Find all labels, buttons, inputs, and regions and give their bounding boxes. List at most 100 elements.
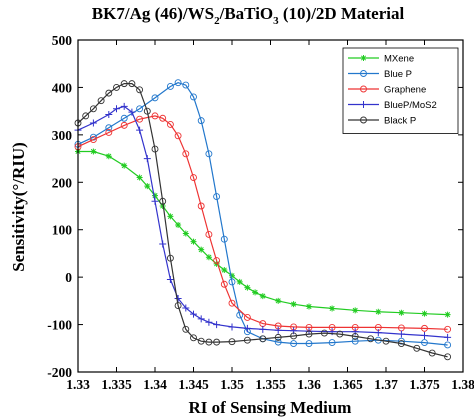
y-tick-label: 300 bbox=[52, 128, 73, 143]
data-point bbox=[182, 81, 190, 89]
data-point bbox=[120, 80, 128, 88]
legend-entry: Blue P bbox=[348, 69, 412, 80]
x-tick-label: 1.33 bbox=[66, 377, 90, 392]
data-point bbox=[128, 108, 136, 116]
data-point bbox=[143, 107, 151, 115]
data-point bbox=[360, 101, 367, 108]
data-point bbox=[166, 254, 174, 262]
legend-entry: MXene bbox=[348, 54, 414, 65]
legend-label: Blue P bbox=[384, 69, 412, 80]
data-point bbox=[421, 310, 428, 317]
x-tick-label: 1.365 bbox=[332, 377, 363, 392]
data-point bbox=[152, 192, 158, 199]
x-tick-label: 1.345 bbox=[178, 377, 209, 392]
x-tick-label: 1.36 bbox=[297, 377, 321, 392]
data-point bbox=[305, 330, 313, 338]
series-black-p bbox=[74, 80, 452, 361]
legend-label: MXene bbox=[384, 54, 414, 65]
series-line bbox=[78, 150, 448, 316]
x-tick-label: 1.34 bbox=[143, 377, 167, 392]
data-point bbox=[213, 257, 221, 264]
data-point bbox=[151, 145, 159, 153]
data-point bbox=[274, 326, 282, 334]
data-point bbox=[136, 126, 144, 134]
data-point bbox=[351, 337, 359, 345]
data-point bbox=[190, 238, 197, 245]
data-point bbox=[252, 289, 259, 296]
data-point bbox=[89, 119, 97, 127]
data-point bbox=[213, 321, 221, 329]
x-tick-label: 1.37 bbox=[374, 377, 398, 392]
data-point bbox=[159, 203, 166, 209]
data-point bbox=[159, 240, 167, 248]
data-point bbox=[128, 80, 136, 88]
data-point bbox=[444, 333, 452, 341]
data-point bbox=[444, 311, 451, 318]
data-point bbox=[336, 330, 344, 338]
data-point bbox=[329, 305, 336, 312]
data-point bbox=[205, 338, 213, 346]
data-point bbox=[397, 337, 405, 345]
data-point bbox=[197, 117, 205, 125]
data-point bbox=[375, 308, 382, 315]
data-point bbox=[243, 336, 251, 344]
data-point bbox=[244, 284, 251, 291]
data-point bbox=[305, 340, 313, 347]
data-point bbox=[413, 344, 421, 352]
data-point bbox=[198, 246, 205, 253]
data-point bbox=[351, 332, 359, 340]
series-bluep-mos2 bbox=[74, 102, 452, 341]
data-point bbox=[374, 329, 382, 337]
data-point bbox=[421, 331, 428, 339]
legend-entry: Graphene bbox=[348, 85, 426, 96]
data-point bbox=[89, 105, 97, 113]
data-point bbox=[82, 112, 90, 120]
data-point bbox=[166, 120, 174, 128]
data-point bbox=[228, 278, 236, 286]
data-point bbox=[243, 314, 251, 321]
tick-layer: 1.33 1.335 1.34 1.345 1.35 1.355 1.36 1.365 1.37… bbox=[47, 33, 474, 392]
data-point bbox=[236, 278, 243, 285]
data-point bbox=[174, 132, 182, 140]
data-point bbox=[105, 129, 113, 136]
x-tick-label: 1.355 bbox=[255, 377, 286, 392]
data-point bbox=[397, 330, 405, 338]
x-axis-label: RI of Sensing Medium bbox=[189, 398, 352, 417]
data-point bbox=[274, 333, 282, 341]
legend: MXene Blue P Graphene BlueP/MoS2 Black P bbox=[342, 47, 459, 134]
data-point bbox=[136, 105, 144, 113]
y-tick-label: 200 bbox=[52, 175, 73, 190]
data-point bbox=[444, 325, 452, 333]
chart-title: BK7/Ag (46)/WS2/BaTiO3 (10)/2D Material bbox=[92, 4, 405, 27]
data-point bbox=[360, 85, 367, 93]
data-point bbox=[229, 272, 235, 279]
data-point bbox=[275, 297, 282, 304]
data-point bbox=[136, 115, 144, 123]
data-point bbox=[190, 174, 197, 181]
data-point bbox=[360, 55, 367, 61]
data-point bbox=[159, 114, 167, 122]
data-point bbox=[90, 148, 97, 155]
y-tick-label: 400 bbox=[52, 80, 73, 95]
data-point bbox=[220, 280, 228, 288]
data-point bbox=[167, 213, 174, 220]
data-point bbox=[113, 83, 120, 91]
data-point bbox=[221, 267, 228, 274]
data-point bbox=[136, 86, 144, 94]
data-point bbox=[105, 153, 112, 160]
data-point bbox=[360, 116, 367, 124]
data-point bbox=[205, 231, 213, 238]
data-point bbox=[213, 193, 221, 200]
data-point bbox=[166, 276, 174, 284]
y-tick-label: 0 bbox=[65, 270, 72, 285]
data-point bbox=[190, 93, 197, 101]
legend-label: Graphene bbox=[384, 85, 426, 96]
data-point bbox=[105, 110, 113, 118]
data-point bbox=[205, 318, 213, 326]
data-point bbox=[320, 329, 328, 337]
data-point bbox=[182, 325, 190, 333]
y-tick-label: -200 bbox=[47, 365, 72, 380]
data-point bbox=[428, 349, 436, 357]
data-point bbox=[205, 254, 212, 261]
